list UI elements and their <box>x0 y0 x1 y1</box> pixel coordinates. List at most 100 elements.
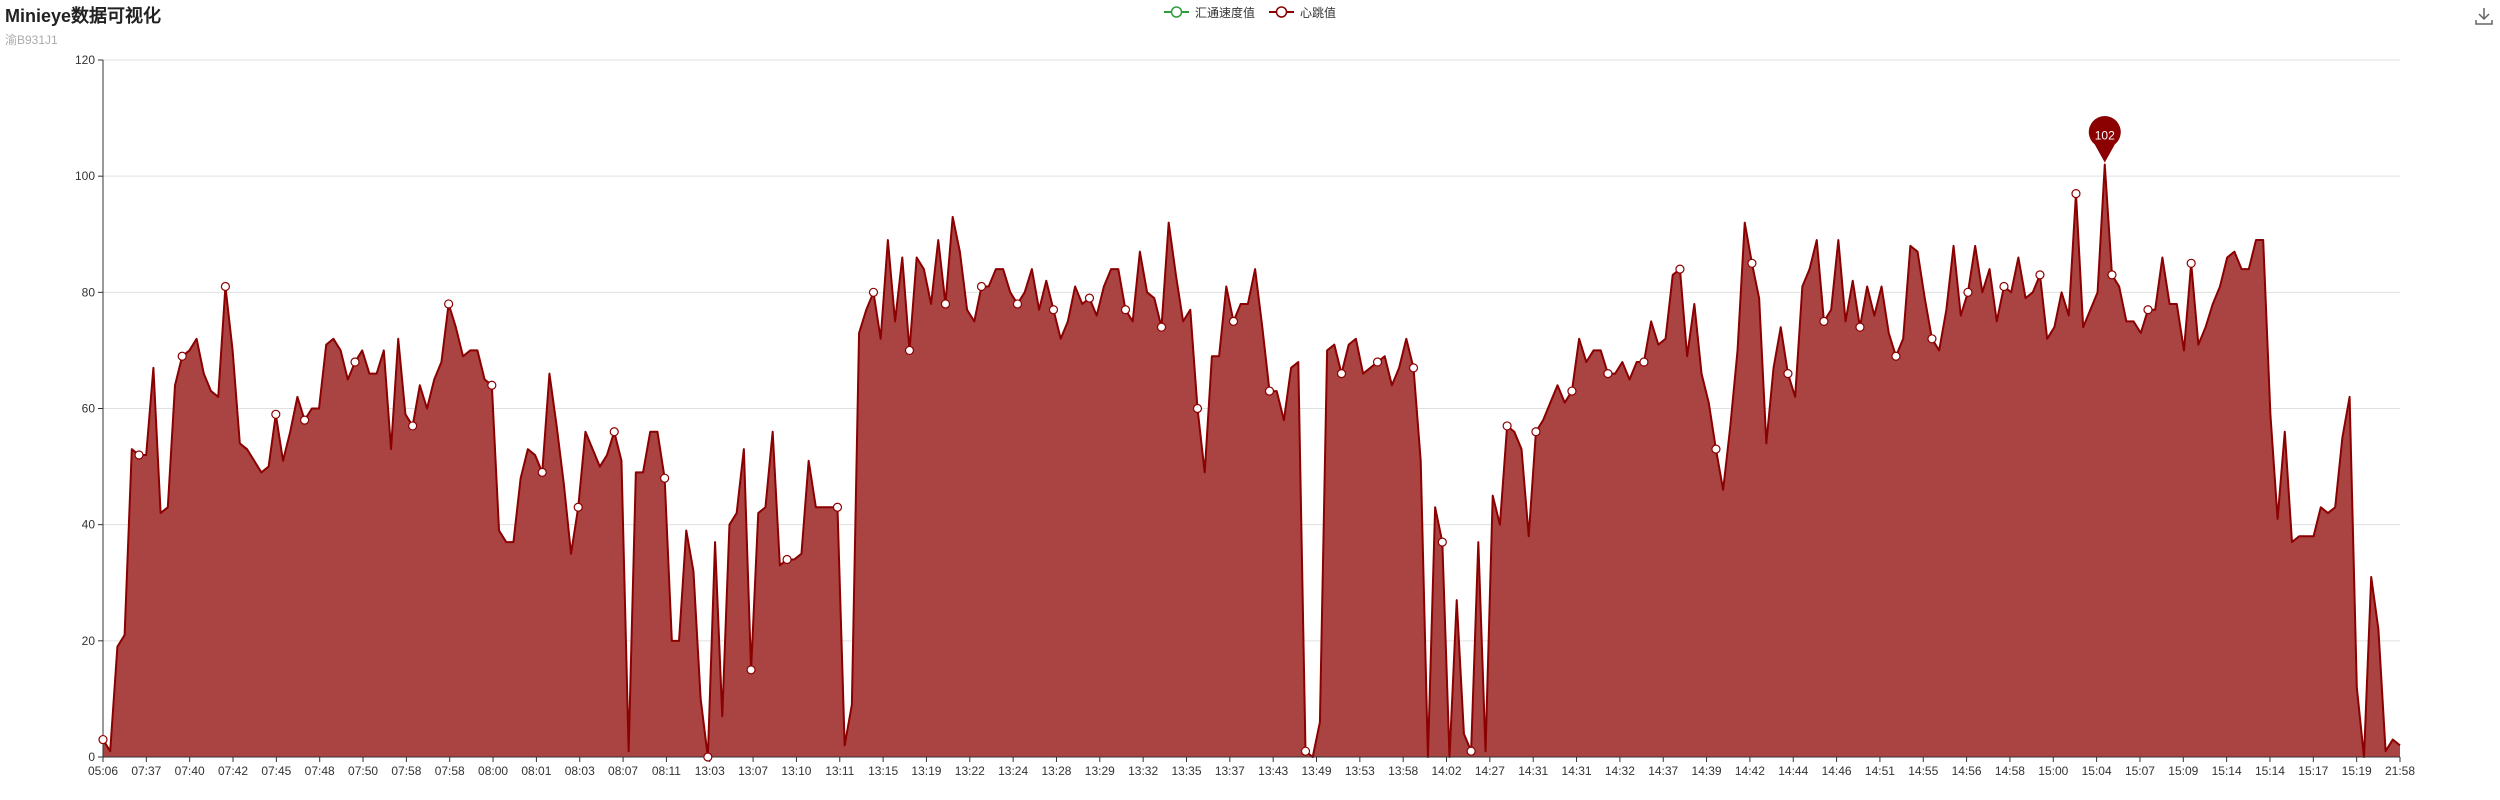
y-tick-label: 120 <box>75 53 95 67</box>
data-point[interactable] <box>783 556 791 564</box>
data-point[interactable] <box>178 352 186 360</box>
data-point[interactable] <box>1503 422 1511 430</box>
x-tick-label: 13:24 <box>998 764 1028 778</box>
data-point[interactable] <box>2000 283 2008 291</box>
data-point[interactable] <box>488 381 496 389</box>
x-tick-label: 13:53 <box>1345 764 1375 778</box>
x-tick-label: 14:37 <box>1648 764 1678 778</box>
x-tick-label: 13:22 <box>955 764 985 778</box>
data-point[interactable] <box>1532 428 1540 436</box>
data-point[interactable] <box>1712 445 1720 453</box>
data-point[interactable] <box>409 422 417 430</box>
x-tick-label: 07:42 <box>218 764 248 778</box>
data-point[interactable] <box>574 503 582 511</box>
x-tick-label: 14:32 <box>1605 764 1635 778</box>
x-tick-label: 15:19 <box>2342 764 2372 778</box>
data-point[interactable] <box>1676 265 1684 273</box>
x-tick-label: 14:51 <box>1865 764 1895 778</box>
x-tick-label: 14:55 <box>1908 764 1938 778</box>
data-point[interactable] <box>445 300 453 308</box>
y-tick-label: 20 <box>82 634 96 648</box>
x-tick-label: 13:35 <box>1171 764 1201 778</box>
x-tick-label: 14:44 <box>1778 764 1808 778</box>
data-point[interactable] <box>747 666 755 674</box>
x-tick-label: 15:09 <box>2168 764 2198 778</box>
data-point[interactable] <box>977 283 985 291</box>
data-point[interactable] <box>1856 323 1864 331</box>
x-tick-label: 14:39 <box>1692 764 1722 778</box>
data-point[interactable] <box>2144 306 2152 314</box>
data-point[interactable] <box>351 358 359 366</box>
x-tick-label: 14:31 <box>1562 764 1592 778</box>
x-tick-label: 14:31 <box>1518 764 1548 778</box>
data-point[interactable] <box>1784 370 1792 378</box>
data-point[interactable] <box>272 410 280 418</box>
area-layer <box>103 165 2400 757</box>
data-point[interactable] <box>1640 358 1648 366</box>
data-point[interactable] <box>1604 370 1612 378</box>
x-tick-label: 13:15 <box>868 764 898 778</box>
data-point[interactable] <box>1964 288 1972 296</box>
data-point[interactable] <box>1928 335 1936 343</box>
data-point[interactable] <box>2187 259 2195 267</box>
data-point[interactable] <box>1338 370 1346 378</box>
x-tick-label: 15:14 <box>2212 764 2242 778</box>
data-point[interactable] <box>833 503 841 511</box>
x-tick-label: 13:10 <box>781 764 811 778</box>
data-point[interactable] <box>941 300 949 308</box>
data-point[interactable] <box>1157 323 1165 331</box>
data-point[interactable] <box>2036 271 2044 279</box>
data-point[interactable] <box>1467 747 1475 755</box>
x-tick-label: 15:04 <box>2082 764 2112 778</box>
x-tick-label: 15:00 <box>2038 764 2068 778</box>
data-point[interactable] <box>1820 317 1828 325</box>
x-tick-label: 14:27 <box>1475 764 1505 778</box>
data-point[interactable] <box>1438 538 1446 546</box>
y-tick-label: 0 <box>88 750 95 764</box>
x-tick-label: 14:58 <box>1995 764 2025 778</box>
data-point[interactable] <box>1410 364 1418 372</box>
data-point[interactable] <box>301 416 309 424</box>
x-tick-label: 21:58 <box>2385 764 2415 778</box>
data-point[interactable] <box>99 736 107 744</box>
data-point[interactable] <box>1085 294 1093 302</box>
data-point[interactable] <box>1013 300 1021 308</box>
x-tick-label: 08:07 <box>608 764 638 778</box>
data-point[interactable] <box>538 468 546 476</box>
data-point[interactable] <box>661 474 669 482</box>
data-point[interactable] <box>1121 306 1129 314</box>
data-point[interactable] <box>905 346 913 354</box>
x-tick-label: 13:11 <box>825 764 854 778</box>
x-tick-label: 13:19 <box>911 764 941 778</box>
data-point[interactable] <box>1568 387 1576 395</box>
x-tick-label: 07:40 <box>175 764 205 778</box>
data-point[interactable] <box>2108 271 2116 279</box>
data-point[interactable] <box>221 283 229 291</box>
x-tick-label: 07:58 <box>435 764 465 778</box>
x-tick-label: 15:07 <box>2125 764 2155 778</box>
x-tick-label: 05:06 <box>88 764 118 778</box>
data-point[interactable] <box>1193 405 1201 413</box>
x-tick-label: 13:37 <box>1215 764 1245 778</box>
data-point[interactable] <box>1049 306 1057 314</box>
max-pin-label: 102 <box>2095 129 2115 143</box>
data-point[interactable] <box>2072 190 2080 198</box>
data-point[interactable] <box>1302 747 1310 755</box>
x-tick-label: 15:17 <box>2298 764 2328 778</box>
x-tick-label: 13:32 <box>1128 764 1158 778</box>
x-tick-label: 13:43 <box>1258 764 1288 778</box>
data-point[interactable] <box>1266 387 1274 395</box>
x-tick-label: 13:07 <box>738 764 768 778</box>
data-point[interactable] <box>1892 352 1900 360</box>
data-point[interactable] <box>135 451 143 459</box>
data-point[interactable] <box>610 428 618 436</box>
data-point[interactable] <box>1229 317 1237 325</box>
x-tick-label: 15:14 <box>2255 764 2285 778</box>
x-tick-label: 08:01 <box>521 764 551 778</box>
x-tick-label: 07:45 <box>261 764 291 778</box>
data-point[interactable] <box>869 288 877 296</box>
data-point[interactable] <box>1748 259 1756 267</box>
data-point[interactable] <box>1374 358 1382 366</box>
data-point[interactable] <box>704 753 712 761</box>
